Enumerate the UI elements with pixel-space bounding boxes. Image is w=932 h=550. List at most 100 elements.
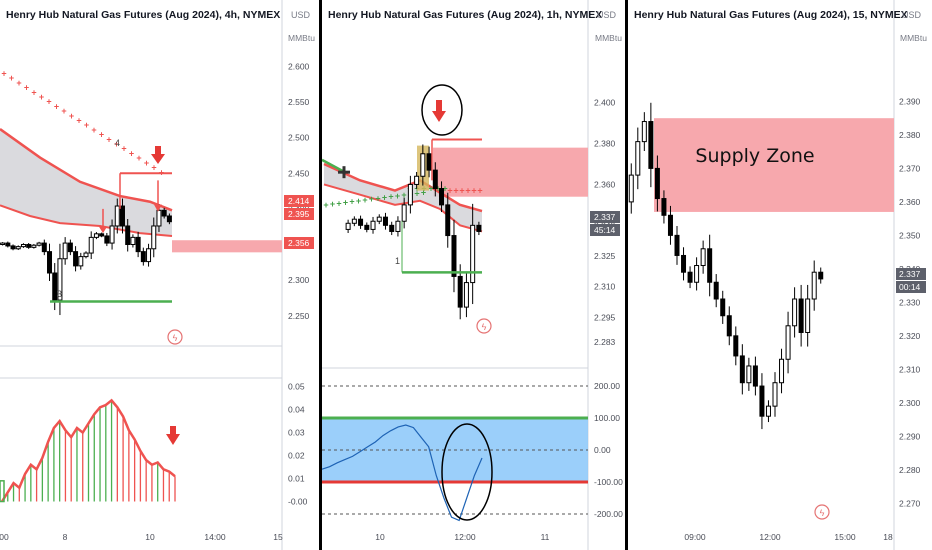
candle	[130, 236, 136, 245]
price-tick: 2.500	[288, 133, 310, 143]
sar-dot: +	[356, 196, 361, 206]
candle	[707, 248, 713, 283]
oscillator-plot-4h[interactable]	[0, 398, 180, 503]
candle	[0, 242, 6, 245]
candle	[57, 258, 63, 301]
price-tick: 2.380	[594, 139, 616, 149]
price-tag-text: 2.337	[899, 269, 921, 279]
candle	[733, 335, 739, 357]
candle	[439, 188, 445, 206]
panel-1h[interactable]: ++++++++++++++++++++++++++++1ϟ Henry Hub…	[321, 0, 623, 550]
price-tick: 2.600	[288, 61, 310, 71]
candle	[389, 224, 395, 232]
sar-dot: +	[459, 186, 464, 196]
sar-dot: +	[61, 106, 66, 116]
cci-plot-1h[interactable]	[321, 385, 588, 522]
candle	[654, 167, 660, 200]
highlight-circle	[441, 423, 493, 521]
candle	[811, 271, 817, 300]
sar-dot: +	[395, 191, 400, 201]
price-tag	[284, 237, 314, 249]
panel-15m[interactable]: Supply Zone ϟ Henry Hub Natural Gas Futur…	[628, 0, 927, 550]
candle	[720, 298, 726, 317]
cci-line	[321, 424, 483, 522]
candle	[772, 382, 778, 407]
panel-separator	[625, 0, 628, 550]
sar-dot: +	[349, 197, 354, 207]
trend-line	[321, 158, 346, 174]
sar-dot: +	[414, 188, 419, 198]
candle	[52, 272, 58, 301]
candle	[700, 248, 706, 267]
candle	[818, 271, 824, 280]
time-axis: 09:00 12:00 15:00 18	[684, 532, 893, 542]
sar-dot: +	[151, 163, 156, 173]
candle	[457, 275, 463, 308]
price-tick: 2.290	[899, 431, 921, 441]
lightning-icon: ϟ	[173, 333, 178, 343]
candle	[140, 251, 146, 263]
sar-dot: +	[382, 193, 387, 203]
unit-label: MMBtu	[900, 33, 927, 43]
price-plot-4h[interactable]: ++++++++++++++++++++++43ϟ	[0, 0, 283, 550]
unit-label: MMBtu	[288, 33, 315, 43]
price-tags: 2.337 00:14	[896, 268, 926, 293]
time-tick: 00	[0, 532, 9, 542]
currency-label: USD	[291, 10, 311, 20]
candle	[681, 254, 687, 273]
candle	[792, 298, 798, 327]
candle	[26, 244, 32, 248]
candle	[765, 405, 771, 417]
currency-label: USD	[597, 10, 617, 20]
time-tick: 14:00	[204, 532, 226, 542]
arrow-head	[99, 226, 107, 234]
down-arrow-icon	[166, 434, 180, 445]
price-tick: 2.325	[594, 251, 616, 261]
time-tick: 12:00	[454, 532, 476, 542]
supply-zone	[433, 147, 588, 197]
supply-zone	[654, 118, 894, 212]
sar-dot: +	[471, 186, 476, 196]
sar-dot: +	[46, 97, 51, 107]
candle	[5, 242, 11, 247]
candle	[125, 225, 131, 246]
chart-title: Henry Hub Natural Gas Futures (Aug 2024)…	[634, 9, 908, 21]
wave-label: 1	[395, 256, 400, 266]
price-tick: 2.380	[899, 130, 921, 140]
candle	[345, 222, 351, 230]
wave-label: 4	[115, 138, 120, 148]
candle	[156, 209, 162, 227]
candle	[687, 271, 693, 283]
down-arrow-icon	[432, 111, 446, 122]
candle	[726, 315, 732, 337]
price-tag	[284, 195, 314, 207]
time-tick: 8	[63, 532, 68, 542]
down-arrow-icon	[170, 426, 176, 434]
candle	[88, 236, 94, 254]
candle	[15, 246, 21, 250]
price-plot-15m[interactable]: Supply Zone ϟ	[628, 0, 895, 550]
price-tick: 2.390	[899, 96, 921, 106]
cci-tick: -200.00	[594, 509, 623, 519]
candle	[674, 234, 680, 256]
candle	[151, 225, 157, 250]
price-tick: 2.550	[288, 97, 310, 107]
candle	[752, 365, 758, 387]
candle	[463, 282, 469, 308]
price-plot-1h[interactable]: ++++++++++++++++++++++++++++1ϟ	[321, 0, 589, 550]
candle	[713, 281, 719, 300]
panel-4h[interactable]: ++++++++++++++++++++++43ϟ Henry Hub Natu…	[0, 0, 315, 550]
unit-label: MMBtu	[595, 33, 622, 43]
candle	[785, 325, 791, 360]
candle	[628, 174, 634, 203]
candle	[661, 198, 667, 216]
time-tick: 10	[375, 532, 385, 542]
lightning-icon	[476, 318, 492, 334]
candle	[47, 251, 53, 274]
sar-dot: +	[1, 69, 6, 79]
candle	[420, 153, 426, 177]
candle	[805, 298, 811, 333]
price-tick: 2.360	[899, 197, 921, 207]
candle	[358, 218, 364, 226]
